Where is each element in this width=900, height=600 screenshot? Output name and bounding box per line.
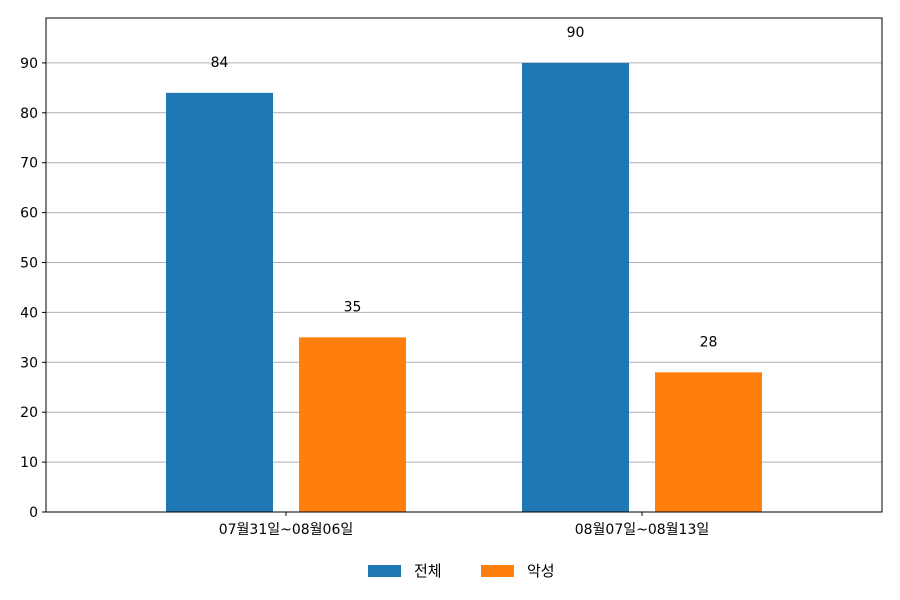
legend-label-0: 전체: [414, 562, 442, 580]
legend-swatch-1: [481, 565, 514, 577]
legend-swatch-0: [368, 565, 401, 577]
data-label: 90: [567, 25, 585, 41]
bar-malicious-1: [655, 372, 762, 512]
y-tick-label: 0: [29, 505, 38, 521]
data-labels: 84 35 90 28: [211, 25, 718, 350]
y-tick-label: 90: [20, 56, 38, 72]
y-tick-label: 80: [20, 106, 38, 122]
data-label: 35: [344, 299, 362, 315]
legend-label-1: 악성: [527, 562, 555, 580]
x-tick-label: 08월07일~08월13일: [575, 522, 710, 538]
y-tick-label: 20: [20, 405, 38, 421]
plot-frame: [45, 17, 883, 513]
y-tick-label: 50: [20, 256, 38, 272]
y-tick-label: 70: [20, 156, 38, 172]
legend: 전체 악성: [368, 562, 555, 580]
data-label: 84: [211, 55, 229, 71]
bars: [166, 62, 762, 513]
bar-malicious-0: [299, 337, 406, 512]
y-tick-label: 30: [20, 355, 38, 371]
y-axis: 0 10 20 30 40 50 60 70 80 90: [20, 56, 46, 521]
y-tick-label: 10: [20, 455, 38, 471]
x-axis: 07월31일~08월06일 08월07일~08월13일: [219, 512, 710, 538]
y-tick-label: 60: [20, 206, 38, 222]
bar-total-1: [522, 62, 629, 513]
y-tick-label: 40: [20, 305, 38, 321]
data-label: 28: [700, 334, 718, 350]
bar-total-0: [166, 92, 273, 513]
x-tick-label: 07월31일~08월06일: [219, 522, 354, 538]
